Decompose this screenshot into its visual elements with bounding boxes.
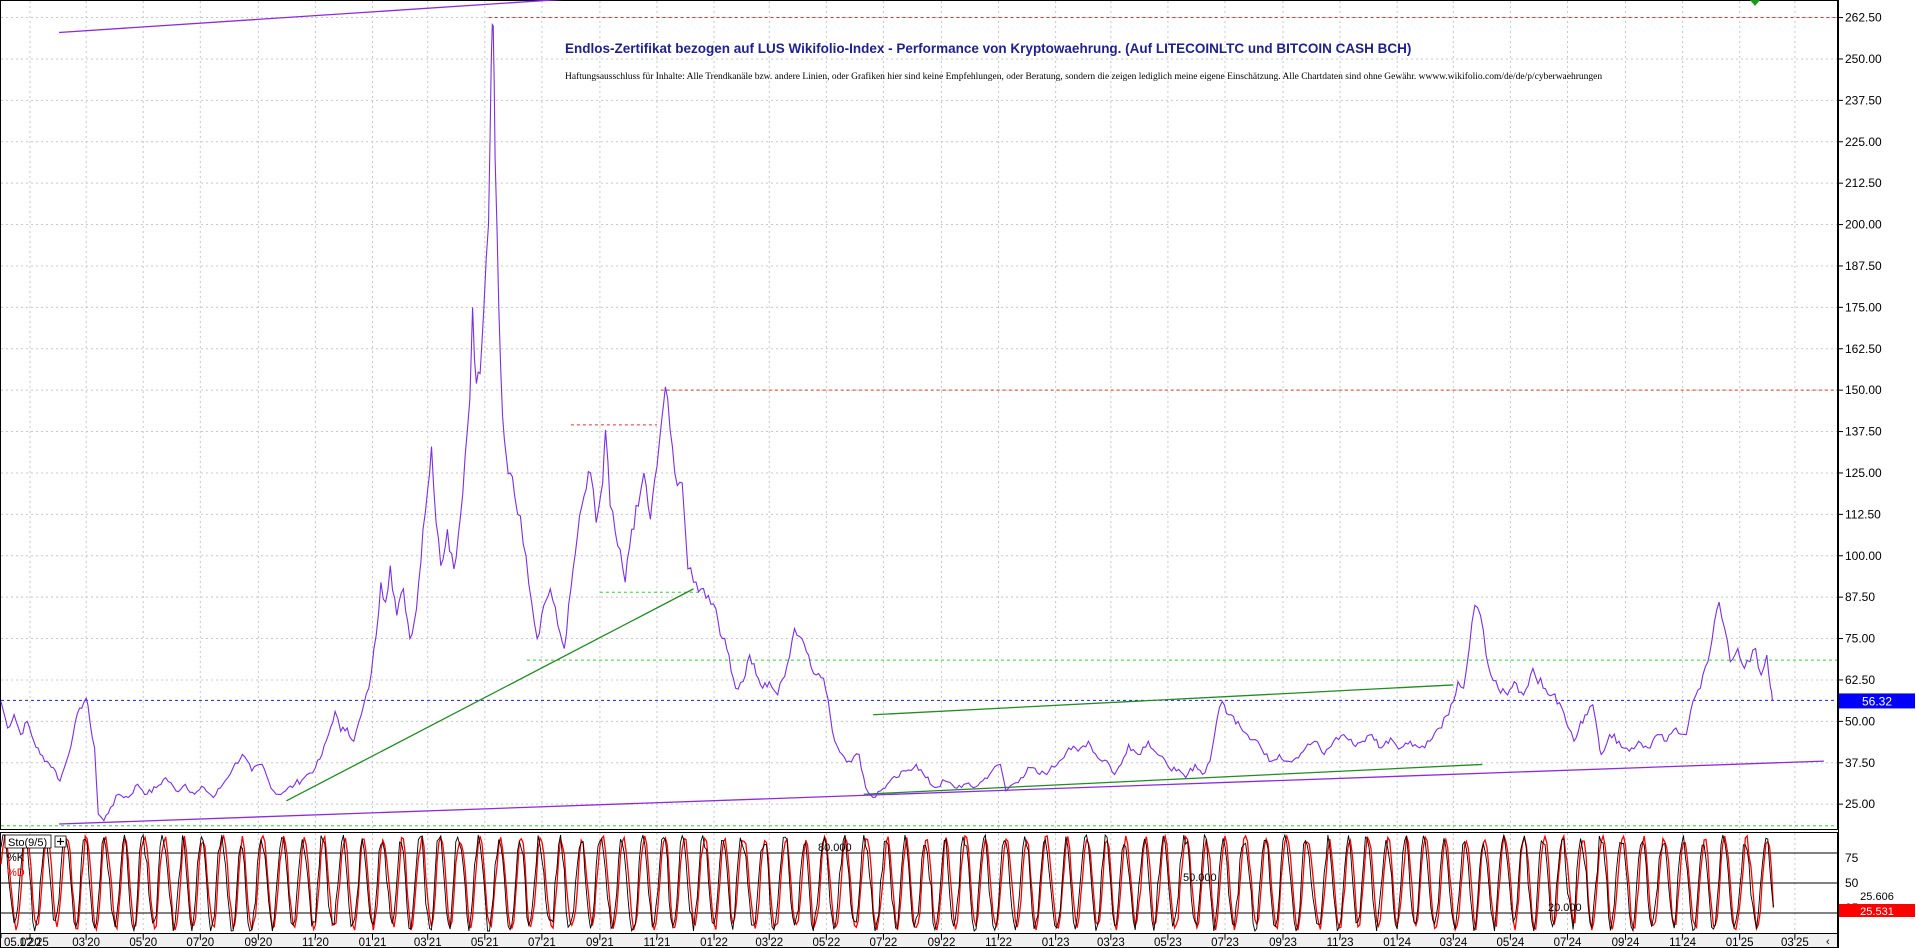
x-tick-label: 05'23 [1154,937,1182,948]
last-value-tag [1839,693,1915,709]
k-last-value: 25.606 [1860,891,1894,903]
x-tick-label: 11'23 [1327,937,1354,948]
y-tick-label: 187.50 [1845,259,1882,273]
y-tick-label: 112.50 [1845,507,1881,521]
x-tick-label: 03'21 [414,937,442,948]
x-tick-label: 01'25 [1726,937,1754,948]
y-tick-label: 62.50 [1845,673,1875,687]
legend-k: %K [7,852,25,864]
y-tick-label: 162.50 [1845,342,1882,356]
y-tick-label: 212.50 [1845,176,1882,190]
green-marker-icon [1750,0,1760,6]
legend-d: %D [7,867,25,879]
x-tick-label: 03'25 [1781,937,1809,948]
x-tick-label: 11'20 [302,937,329,948]
x-tick-label: 05'20 [129,937,157,948]
stochastic-y-tick: 50 [1845,876,1859,890]
y-tick-label: 237.50 [1845,93,1882,107]
x-tick-label: 07'23 [1211,937,1239,948]
x-tick-label: 05.02.25 [4,937,49,948]
x-tick-label: 03'22 [755,937,783,948]
y-tick-label: 37.50 [1845,756,1875,770]
stochastic-k-line [0,833,1774,933]
last-value-label: 56.32 [1862,694,1892,708]
y-tick-label: 262.50 [1845,11,1882,25]
d-last-tag [1839,904,1915,917]
y-tick-label: 50.00 [1845,714,1875,728]
trend-line [863,763,1483,795]
x-tick-label: 07'22 [870,937,898,948]
x-tick-label: 07'24 [1554,937,1582,948]
plus-box-icon[interactable] [54,835,67,848]
x-tick-label: 05'22 [812,937,840,948]
chevron-left-icon[interactable]: ‹ [1826,936,1830,948]
price-line [0,23,1773,822]
chart-disclaimer: Haftungsausschluss für Inhalte: Alle Tre… [565,71,1602,82]
y-tick-label: 75.00 [1845,632,1875,646]
trend-line [58,0,563,34]
stochastic-y-tick: 75 [1845,851,1859,865]
y-tick-label: 137.50 [1845,425,1882,439]
x-tick-label: 03'23 [1097,937,1125,948]
x-tick-label: 03'24 [1439,937,1467,948]
y-tick-label: 100.00 [1845,549,1882,563]
x-tick-label: 01'22 [700,937,728,948]
x-tick-label: 07'21 [528,937,556,948]
x-tick-label: 09'21 [586,937,614,948]
y-tick-label: 87.50 [1845,590,1875,604]
trend-line [286,588,694,802]
y-tick-label: 175.00 [1845,300,1882,314]
x-tick-label: 1'20 [19,937,40,948]
x-tick-label: 05'24 [1497,937,1525,948]
x-tick-label: 09'22 [928,937,956,948]
level-50-label: 50.000 [1183,872,1217,884]
x-tick-label: 09'23 [1269,937,1297,948]
k-last-tag [1839,889,1915,902]
trend-line [873,684,1454,716]
indicator-label-box[interactable] [4,834,52,849]
y-tick-label: 200.00 [1845,218,1882,232]
x-tick-label: 09'20 [244,937,272,948]
x-tick-label: 11'24 [1669,937,1697,948]
x-tick-label: 11'22 [985,937,1012,948]
y-tick-label: 150.00 [1845,383,1882,397]
y-tick-label: 225.00 [1845,135,1882,149]
stochastic-d-line [0,833,1775,933]
x-tick-label: 05'21 [471,937,499,948]
main-plot-frame [0,0,1838,830]
y-axis-strip [1838,0,1916,948]
trend-line [58,760,1824,825]
d-last-value: 25.531 [1860,906,1894,918]
x-tick-label: 09'24 [1612,937,1640,948]
x-tick-label: 01'21 [359,937,387,948]
y-tick-label: 125.00 [1845,466,1882,480]
y-tick-label: 25.00 [1845,797,1875,811]
x-tick-label: 01'23 [1042,937,1070,948]
y-tick-label: 250.00 [1845,52,1882,66]
indicator-name: Sto(9/5) [8,837,47,849]
level-80-label: 80.000 [818,842,852,854]
x-tick-label: 11'21 [644,937,671,948]
chart-title: Endlos-Zertifikat bezogen auf LUS Wikifo… [565,41,1411,56]
x-tick-label: 01'24 [1383,937,1411,948]
level-20-label: 20.000 [1548,902,1582,914]
x-tick-label: 03'20 [72,937,100,948]
x-tick-label: 07'20 [186,937,214,948]
